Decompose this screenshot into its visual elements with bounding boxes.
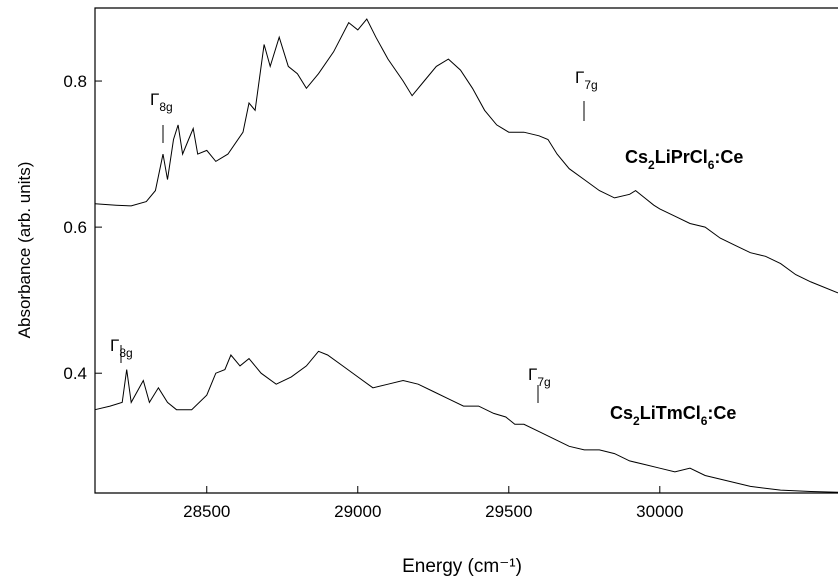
series-label: Cs2LiPrCl6:Ce [625,147,743,172]
x-tick-label: 29000 [334,502,381,521]
y-axis-label: Absorbance (arb. units) [15,162,34,339]
spectrum-line [94,18,838,294]
annotation: Γ7g [528,365,551,389]
spectrum-line [94,350,838,493]
annotation: Γ7g [575,68,598,92]
annotation: Γ8g [110,336,133,360]
y-tick-label: 0.6 [63,218,87,237]
x-axis-label: Energy (cm⁻¹) [402,556,522,577]
x-tick-label: 29500 [485,502,532,521]
x-tick-label: 28500 [183,502,230,521]
x-tick-label: 30000 [636,502,683,521]
y-tick-label: 0.4 [63,364,87,383]
y-tick-label: 0.8 [63,72,87,91]
annotation: Γ8g [150,90,173,114]
series-label: Cs2LiTmCl6:Ce [610,403,736,428]
plot-frame [94,7,838,494]
